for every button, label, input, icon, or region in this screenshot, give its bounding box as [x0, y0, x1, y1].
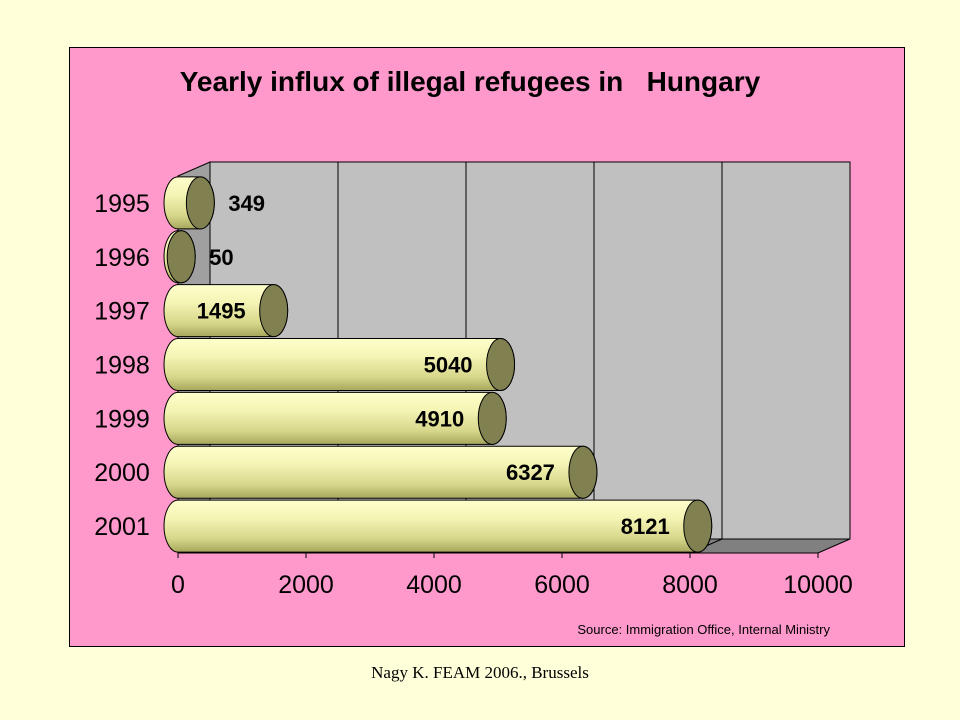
y-tick-label: 1995 — [94, 190, 150, 218]
bar-end-cap — [185, 176, 215, 230]
source-note: Source: Immigration Office, Internal Min… — [577, 622, 830, 637]
y-tick-label: 1996 — [94, 244, 150, 272]
bar-end-cap — [477, 391, 507, 445]
plot-area: 0 2000 4000 6000 8000 10000 1995 349 1996 50 1997 1… — [94, 161, 853, 599]
x-tick-label: 0 — [171, 571, 185, 599]
chart-title: Yearly influx of illegal refugees in Hun… — [180, 66, 761, 97]
y-tick-label: 1997 — [94, 298, 150, 326]
y-tick-label: 2000 — [94, 459, 150, 487]
data-label: 1495 — [197, 299, 246, 324]
chart-panel: Yearly influx of illegal refugees in Hun… — [69, 47, 905, 647]
data-label: 5040 — [424, 353, 473, 378]
bar-chart: Yearly influx of illegal refugees in Hun… — [94, 66, 853, 637]
bar-end-cap — [259, 284, 289, 338]
y-tick-label: 1998 — [94, 352, 150, 380]
footer-credit: Nagy K. FEAM 2006., Brussels — [371, 663, 589, 682]
x-tick-label: 2000 — [278, 571, 334, 599]
data-label: 349 — [228, 191, 265, 216]
data-label: 4910 — [415, 406, 464, 431]
bar-end-cap — [486, 338, 516, 391]
x-tick-label: 10000 — [783, 571, 853, 599]
data-label: 8121 — [621, 514, 670, 539]
bar-end-cap — [166, 230, 196, 284]
x-tick-label: 6000 — [534, 571, 590, 599]
bar-end-cap — [568, 445, 598, 499]
y-tick-label: 1999 — [94, 405, 150, 433]
y-tick-label: 2001 — [94, 513, 150, 541]
x-tick-label: 8000 — [662, 571, 718, 599]
bar-end-cap — [683, 499, 713, 553]
data-label: 50 — [209, 245, 233, 270]
data-label: 6327 — [506, 460, 555, 485]
x-tick-label: 4000 — [406, 571, 462, 599]
